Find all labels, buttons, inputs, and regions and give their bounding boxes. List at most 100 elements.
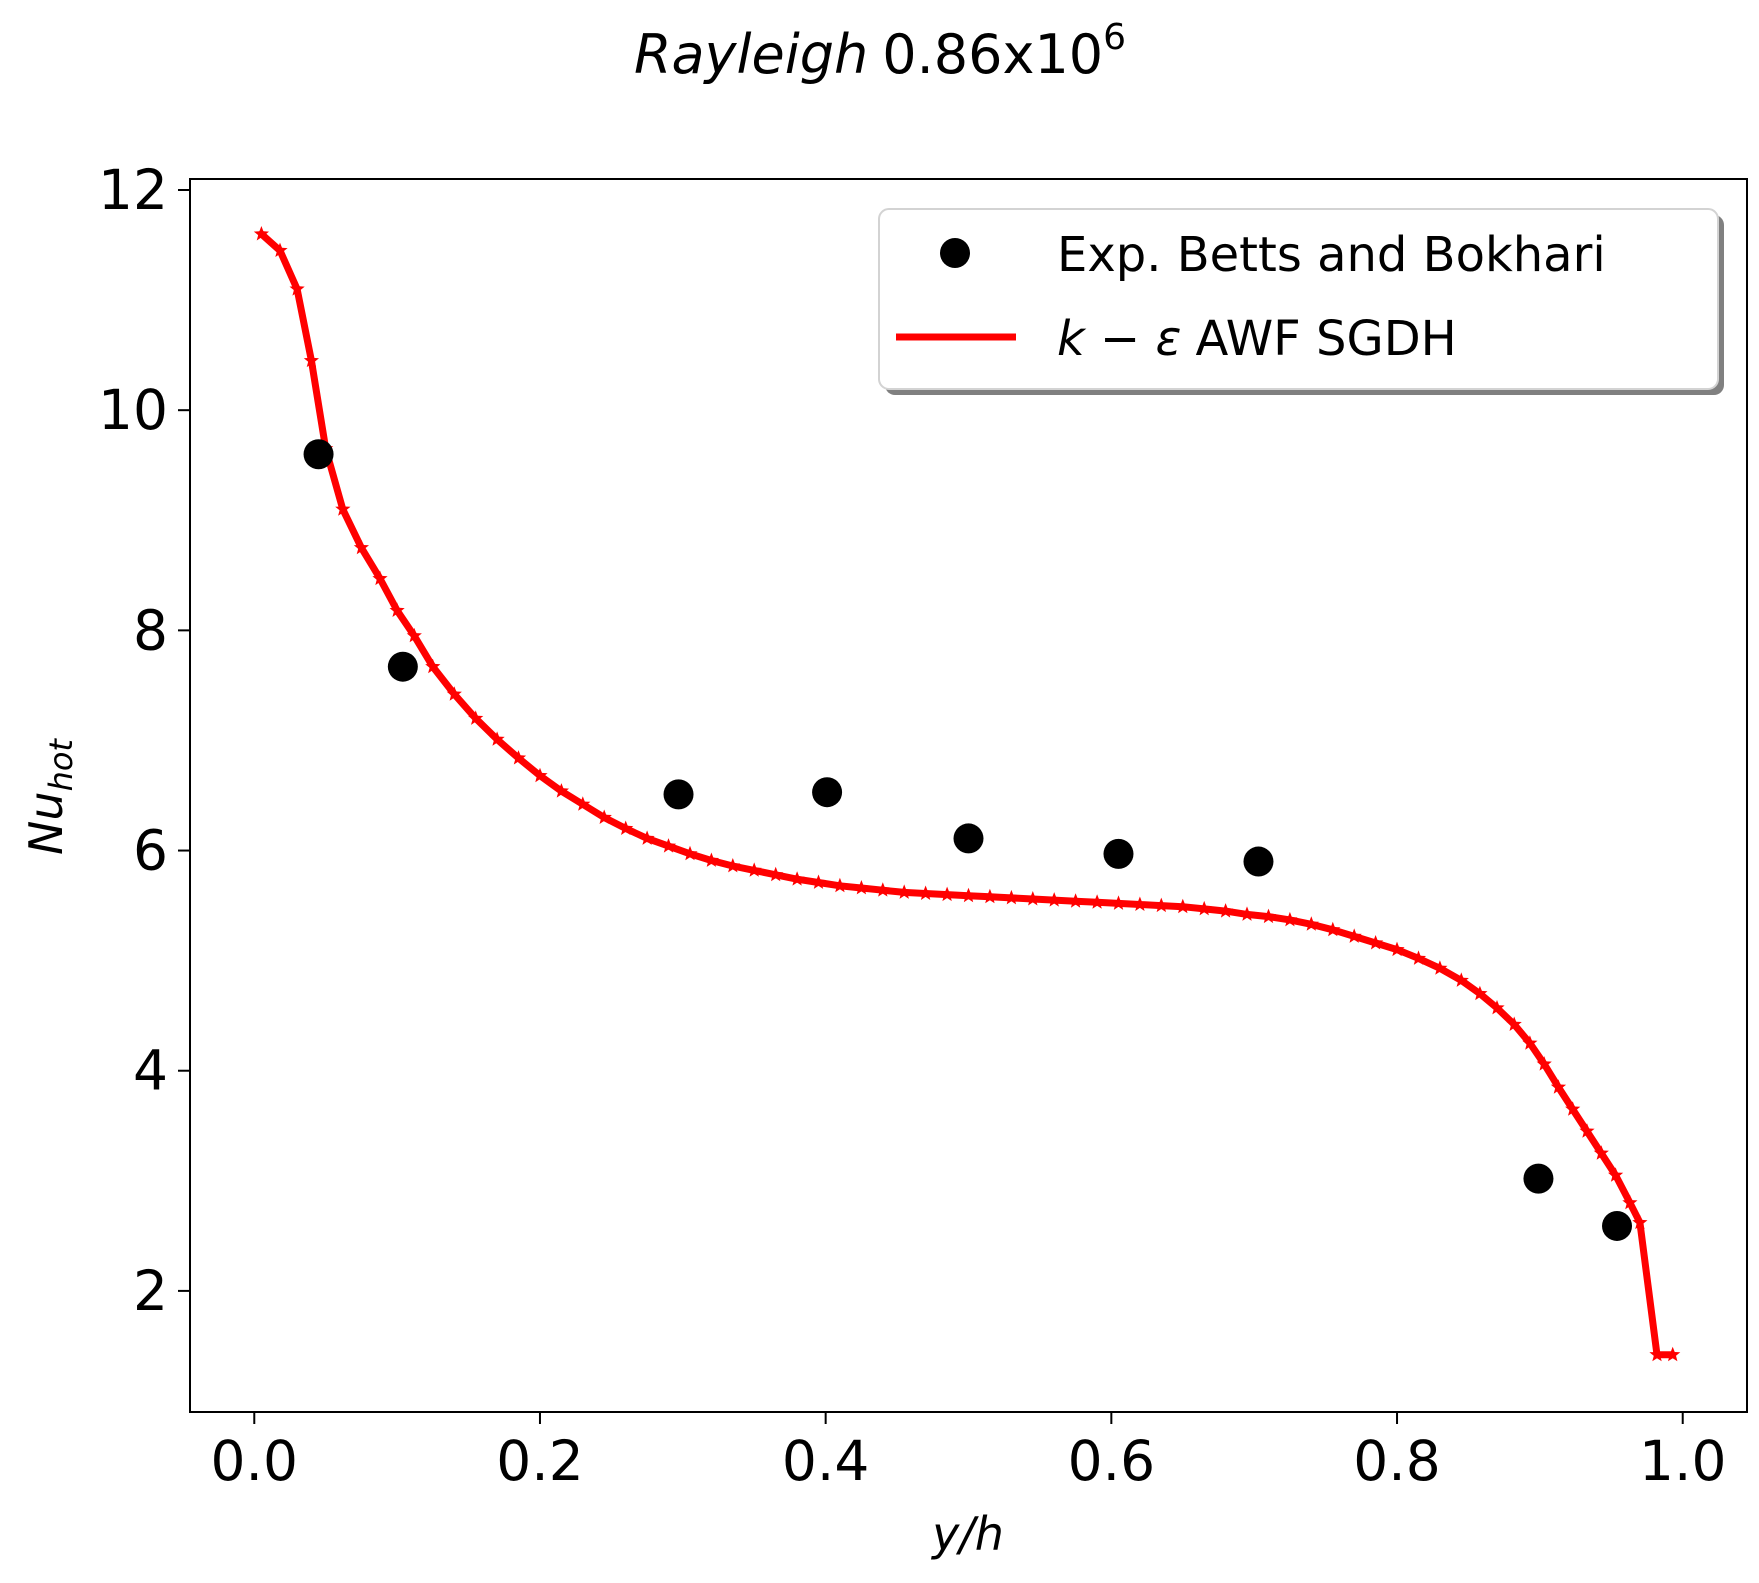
model-star-marker [510,750,527,765]
model-star-marker [1218,903,1234,918]
model-star-marker [1608,1167,1624,1182]
model-star-marker [1649,1346,1665,1362]
model-star-marker [253,226,269,241]
x-axis-label: y/h [930,1507,1004,1561]
model-star-marker [789,871,805,886]
model-star-marker [725,858,741,873]
model-star-marker [875,882,891,897]
legend-marker-experiment [940,238,970,268]
experiment-point [1103,838,1134,869]
model-star-marker [303,352,319,368]
y-axis-label-main: Nu [19,791,73,855]
model-star-marker [1632,1214,1648,1230]
experiment-points [303,439,1633,1241]
model-star-marker [1622,1194,1638,1210]
x-tick-label: 0.4 [782,1429,869,1493]
model-star-marker [982,888,998,904]
model-star-marker [446,686,462,701]
model-star-marker [682,845,698,861]
model-star-marker [1453,972,1469,987]
model-star-marker [660,838,677,853]
x-tick-label: 0.8 [1353,1429,1440,1493]
model-star-marker [1410,950,1427,965]
model-star-marker [1132,896,1148,911]
model-star-marker [1239,906,1255,921]
x-tick-label: 0.0 [211,1429,298,1493]
chart-title-exponent: 6 [1103,17,1126,58]
model-star-marker [896,884,912,899]
chart-title-prefix: Rayleigh [634,23,868,86]
legend-box [878,208,1719,390]
experiment-point [663,779,694,810]
model-star-marker [918,885,934,900]
model-star-marker [1565,1101,1581,1116]
model-star-marker [1260,908,1277,924]
model-star-marker [406,627,422,643]
model-star-marker [425,658,441,674]
chart-title: Rayleigh 0.86x106 [634,17,1126,86]
model-star-marker [1089,894,1105,909]
y-axis: 2 4 6 8 10 12 [98,158,190,1323]
legend-label-model-rest: AWF SGDH [1195,311,1456,367]
x-tick-label: 1.0 [1639,1429,1726,1493]
model-star-marker [1175,898,1191,914]
model-star-marker [1665,1346,1681,1362]
experiment-point [953,823,984,854]
model-star-marker [1368,935,1384,950]
model-star-marker [1432,960,1448,975]
legend: Exp. Betts and Bokhari k − ε AWF SGDH [878,208,1724,395]
model-star-marker [335,501,351,516]
model-star-marker [596,809,612,824]
model-star-marker [353,539,369,555]
experiment-point [303,439,334,470]
model-star-marker [1522,1035,1538,1050]
model-star-marker [389,602,405,617]
legend-label-model: k − ε AWF SGDH [1057,311,1457,367]
x-tick-label: 0.6 [1068,1429,1155,1493]
model-star-marker [1550,1079,1567,1094]
y-axis-label-subscript: hot [42,738,80,792]
model-star-marker [468,710,484,725]
model-star-marker [1110,895,1127,910]
y-tick-label: 6 [133,819,168,883]
model-star-marker [703,852,719,867]
model-star-marker [1346,928,1362,943]
model-star-marker [1489,1000,1505,1015]
x-axis: 0.0 0.2 0.4 0.6 0.8 1.0 [211,1412,1726,1493]
model-star-marker [575,796,591,811]
model-star-marker [1303,916,1319,931]
legend-label-experiment: Exp. Betts and Bokhari [1057,227,1606,283]
model-star-marker [618,820,634,835]
chart-title-value: 0.86x10 [882,23,1103,86]
model-star-marker [768,866,784,882]
model-star-marker [1506,1016,1522,1031]
model-star-marker [272,242,288,257]
model-star-marker [1025,891,1041,906]
model-star-marker [372,570,388,586]
experiment-point [1243,846,1274,877]
x-tick-label: 0.2 [496,1429,583,1493]
y-axis-label: Nuhot [19,738,80,855]
experiment-point [812,777,843,808]
model-star-marker [532,767,548,783]
experiment-point [387,651,418,682]
model-star-marker [489,731,505,746]
legend-label-model-math: k − ε [1057,311,1181,367]
y-tick-label: 12 [98,158,168,222]
model-star-marker [746,862,762,877]
y-tick-label: 10 [98,378,168,442]
model-star-marker [1153,897,1169,913]
y-tick-label: 8 [133,598,168,662]
experiment-point [1602,1210,1633,1241]
model-star-marker [639,830,655,845]
model-star-marker [960,887,977,903]
model-star-marker [1325,921,1341,937]
model-star-marker [939,886,955,902]
model-star-marker [289,281,305,296]
model-star-marker [1003,889,1019,905]
model-star-marker [832,877,848,893]
model-star-marker [810,874,827,889]
model-star-marker [1282,911,1298,927]
model-star-marker [853,880,869,895]
